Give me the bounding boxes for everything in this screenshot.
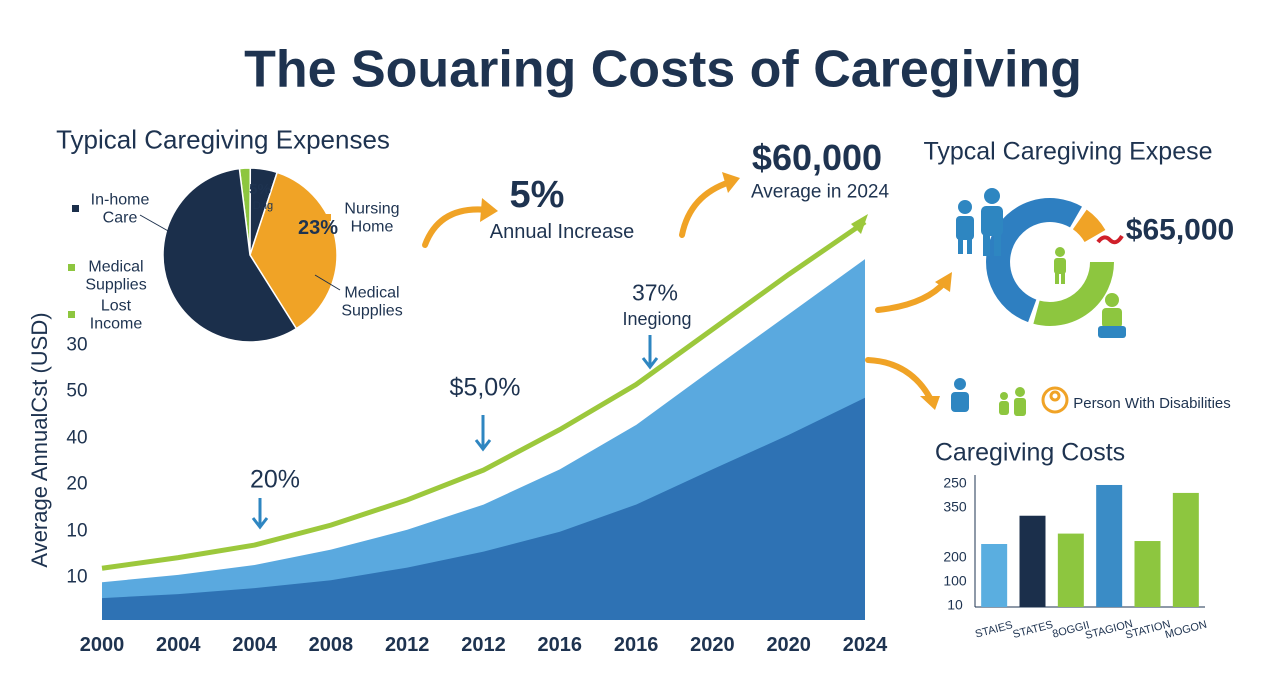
leader <box>139 214 171 233</box>
arrow <box>422 206 491 248</box>
x-tick-label: 2012 <box>461 634 506 656</box>
y-tick-label: 20 <box>66 473 88 495</box>
squiggle <box>1096 234 1124 245</box>
arrow <box>641 335 659 370</box>
legend-marker <box>324 214 331 221</box>
line <box>101 219 867 571</box>
side-amount: $65,000 <box>1125 213 1235 247</box>
side-donut <box>986 198 1114 326</box>
bar <box>1057 533 1084 607</box>
bar-title: Caregiving Costs <box>934 438 1126 467</box>
y-tick-label: 10 <box>66 566 88 588</box>
pie-annotation: 23% <box>297 217 339 239</box>
arrow-head <box>851 214 868 234</box>
x-tick-label: 2020 <box>766 634 811 656</box>
y-tick-label: 350 <box>943 498 967 515</box>
x-tick-label: 2004 <box>232 634 277 656</box>
down-arrows <box>251 335 659 530</box>
pie-annotation: 5% <box>249 180 271 198</box>
pie-legend-label: Lost Income <box>89 297 143 332</box>
arrow-head <box>920 396 940 410</box>
leader <box>314 274 341 291</box>
pie-annotation: Medical Supplies <box>341 284 403 319</box>
y-tick-label: 40 <box>66 427 88 449</box>
y-tick-label: 30 <box>66 334 88 356</box>
arrow <box>679 179 733 238</box>
y-tick-label: 10 <box>947 596 963 613</box>
bar <box>1134 541 1161 607</box>
icon <box>999 387 1026 416</box>
y-tick-label: 10 <box>66 520 88 542</box>
annotation: Annual Increase <box>489 221 635 243</box>
x-tick-label: 2000 <box>79 634 125 656</box>
arrow-heads <box>480 172 952 410</box>
arrow-head <box>722 172 740 193</box>
pie-title: Typical Caregiving Expenses <box>56 124 390 155</box>
annotation: 5% <box>509 174 565 217</box>
legend-marker <box>72 205 79 212</box>
pie-legend-label: In-home Care <box>90 191 150 226</box>
annotation: Inegiong <box>622 309 692 330</box>
x-tick-label: 2004 <box>156 634 201 656</box>
area <box>102 397 865 620</box>
arrow-head <box>480 198 498 222</box>
donut-arc <box>986 198 1082 323</box>
bar <box>1172 492 1199 607</box>
bar <box>981 544 1008 607</box>
icon <box>981 188 1003 256</box>
legend-marker <box>68 264 75 271</box>
people-icons <box>951 188 1126 416</box>
x-tick-label: 2020 <box>690 634 735 656</box>
x-tick-label: 2016 <box>537 634 583 656</box>
y-tick-label: 50 <box>66 380 88 402</box>
y-tick-label: 200 <box>943 548 967 565</box>
side-title: Typcal Caregiving Expese <box>923 137 1213 166</box>
annotation: $5,0% <box>449 373 521 402</box>
y-axis-title: Average AnnualCst (USD) <box>26 312 52 568</box>
annotation: $60,000 <box>751 137 883 179</box>
pie-legend-label: Medical Supplies <box>85 258 147 293</box>
annotation: Average in 2024 <box>750 181 890 203</box>
y-tick-label: 250 <box>943 474 967 491</box>
x-tick-label: 2016 <box>613 634 659 656</box>
x-tick-label: 2008 <box>308 634 354 656</box>
x-tick-label: 2024 <box>842 634 888 656</box>
bar <box>1096 484 1123 607</box>
icon <box>956 200 974 254</box>
bar <box>1019 515 1046 607</box>
donut-arc <box>1072 209 1106 243</box>
arrow <box>251 498 269 530</box>
page-title: The Souaring Costs of Caregiving <box>244 40 1082 99</box>
icon <box>1054 247 1066 284</box>
pie-slice <box>162 167 298 343</box>
y-tick-label: 100 <box>943 572 967 589</box>
arrow <box>474 415 492 452</box>
donut-arc <box>1033 261 1114 326</box>
arrow <box>875 279 948 313</box>
annotation: 20% <box>249 465 301 494</box>
pie-slice <box>249 171 338 330</box>
annotation: 37% <box>631 279 679 306</box>
legend-marker <box>68 311 75 318</box>
icon <box>951 378 969 412</box>
x-tick-label: 2012 <box>384 634 430 656</box>
arrow <box>865 357 933 401</box>
side-caption: Person With Disabilities <box>1073 394 1231 412</box>
pie-annotation: Dng <box>252 199 274 212</box>
arrow-head <box>935 272 952 292</box>
icon <box>1041 386 1069 414</box>
connector-arrows <box>422 179 948 401</box>
icon <box>1098 293 1126 338</box>
pie-legend-label: Nursing Home <box>344 200 400 235</box>
